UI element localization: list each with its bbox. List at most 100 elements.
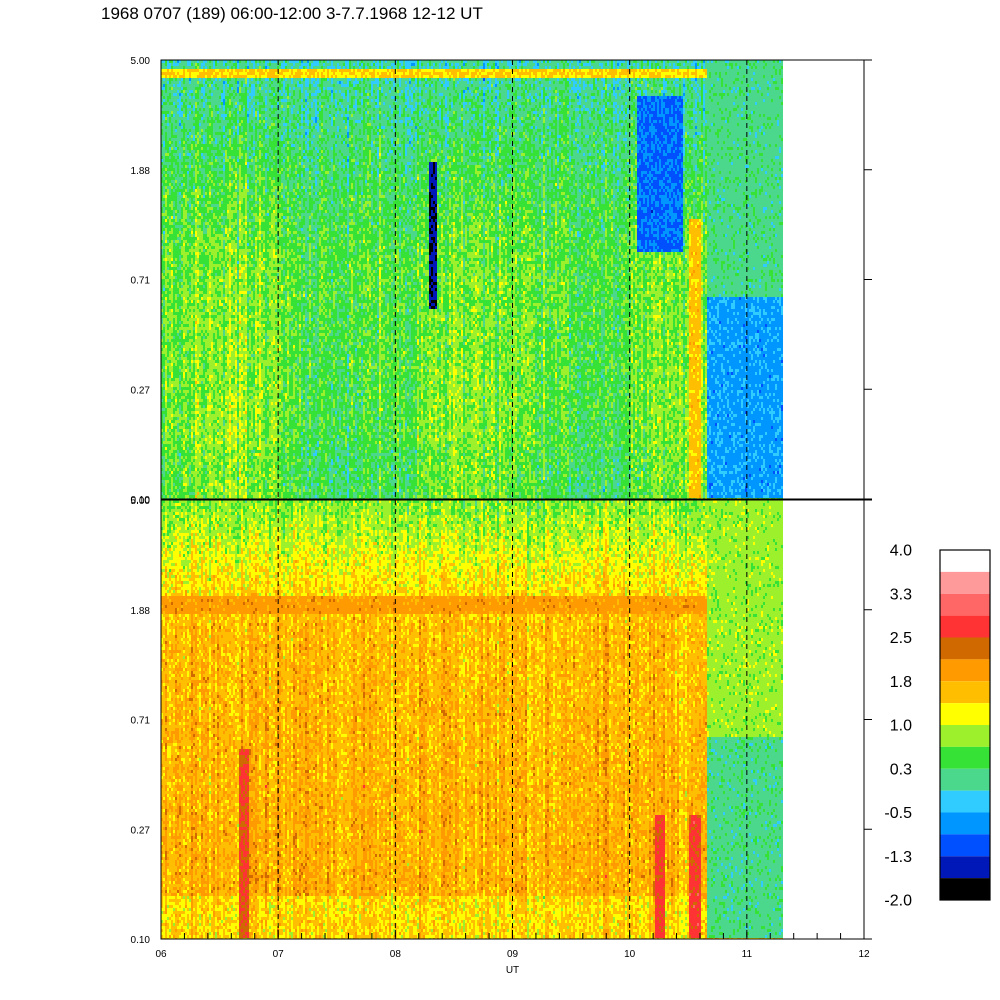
heatmap-cell (177, 396, 179, 399)
heatmap-cell (191, 477, 193, 480)
heatmap-cell (189, 207, 191, 210)
heatmap-cell (177, 123, 179, 126)
heatmap-cell (163, 228, 165, 231)
heatmap-cell (171, 408, 173, 411)
heatmap-cell (177, 213, 179, 216)
heatmap-cell (187, 294, 189, 297)
heatmap-cell (169, 432, 171, 435)
heatmap-cell (189, 123, 191, 126)
heatmap-cell (167, 132, 169, 135)
heatmap-cell (177, 150, 179, 153)
heatmap-cell (175, 207, 177, 210)
heatmap-cell (181, 129, 183, 132)
heatmap-cell (179, 366, 181, 369)
heatmap-cell (163, 375, 165, 378)
heatmap-cell (181, 201, 183, 204)
heatmap-cell (189, 387, 191, 390)
heatmap-cell (191, 144, 193, 147)
heatmap-cell (181, 93, 183, 96)
heatmap-cell (169, 486, 171, 489)
heatmap-cell (181, 390, 183, 393)
heatmap-cell (187, 102, 189, 105)
heatmap-cell (163, 168, 165, 171)
heatmap-cell (177, 105, 179, 108)
heatmap-cell (177, 234, 179, 237)
heatmap-cell (171, 252, 173, 255)
heatmap-cell (189, 408, 191, 411)
heatmap-cell (181, 174, 183, 177)
heatmap-cell (175, 339, 177, 342)
heatmap-cell (173, 309, 175, 312)
heatmap-cell (183, 153, 185, 156)
heatmap-cell (175, 144, 177, 147)
heatmap-cell (191, 246, 193, 249)
heatmap-cell (179, 324, 181, 327)
heatmap-cell (165, 474, 167, 477)
heatmap-cell (193, 405, 195, 408)
heatmap-cell (169, 405, 171, 408)
heatmap-cell (187, 111, 189, 114)
heatmap-cell (167, 186, 169, 189)
heatmap-cell (167, 444, 169, 447)
heatmap-cell (167, 381, 169, 384)
heatmap-cell (171, 414, 173, 417)
heatmap-cell (167, 189, 169, 192)
heatmap-cell (177, 204, 179, 207)
heatmap-cell (187, 411, 189, 414)
heatmap-cell (167, 234, 169, 237)
heatmap-cell (177, 186, 179, 189)
heatmap-cell (177, 159, 179, 162)
heatmap-cell (193, 162, 195, 165)
heatmap-cell (167, 351, 169, 354)
heatmap-cell (173, 477, 175, 480)
heatmap-cell (163, 450, 165, 453)
heatmap-cell (187, 300, 189, 303)
heatmap-cell (187, 192, 189, 195)
heatmap-cell (191, 342, 193, 345)
heatmap-cell (181, 78, 183, 81)
heatmap-cell (183, 291, 185, 294)
heatmap-cell (187, 417, 189, 420)
heatmap-cell (163, 282, 165, 285)
heatmap-cell (175, 102, 177, 105)
heatmap-cell (177, 132, 179, 135)
heatmap-cell (177, 486, 179, 489)
heatmap-cell (165, 108, 167, 111)
heatmap-cell (171, 336, 173, 339)
heatmap-cell (163, 300, 165, 303)
heatmap-cell (187, 468, 189, 471)
heatmap-cell (185, 276, 187, 279)
heatmap-cell (189, 369, 191, 372)
heatmap-cell (177, 483, 179, 486)
heatmap-cell (181, 306, 183, 309)
heatmap-cell (163, 69, 165, 72)
heatmap-cell (163, 423, 165, 426)
heatmap-cell (165, 489, 167, 492)
heatmap-cell (187, 456, 189, 459)
heatmap-cell (169, 438, 171, 441)
heatmap-cell (195, 144, 197, 147)
heatmap-cell (177, 189, 179, 192)
heatmap-cell (171, 477, 173, 480)
heatmap-cell (185, 222, 187, 225)
heatmap-cell (165, 294, 167, 297)
heatmap-cell (181, 372, 183, 375)
heatmap-cell (165, 111, 167, 114)
heatmap-cell (163, 363, 165, 366)
heatmap-cell (185, 264, 187, 267)
heatmap-cell (183, 357, 185, 360)
heatmap-cell (173, 270, 175, 273)
heatmap-cell (187, 372, 189, 375)
heatmap-cell (169, 453, 171, 456)
heatmap-cell (193, 414, 195, 417)
heatmap-cell (171, 213, 173, 216)
heatmap-cell (165, 402, 167, 405)
heatmap-cell (193, 333, 195, 336)
heatmap-cell (175, 297, 177, 300)
heatmap-cell (177, 489, 179, 492)
heatmap-cell (163, 336, 165, 339)
heatmap-cell (193, 420, 195, 423)
heatmap-cell (167, 486, 169, 489)
heatmap-cell (181, 150, 183, 153)
heatmap-cell (163, 174, 165, 177)
